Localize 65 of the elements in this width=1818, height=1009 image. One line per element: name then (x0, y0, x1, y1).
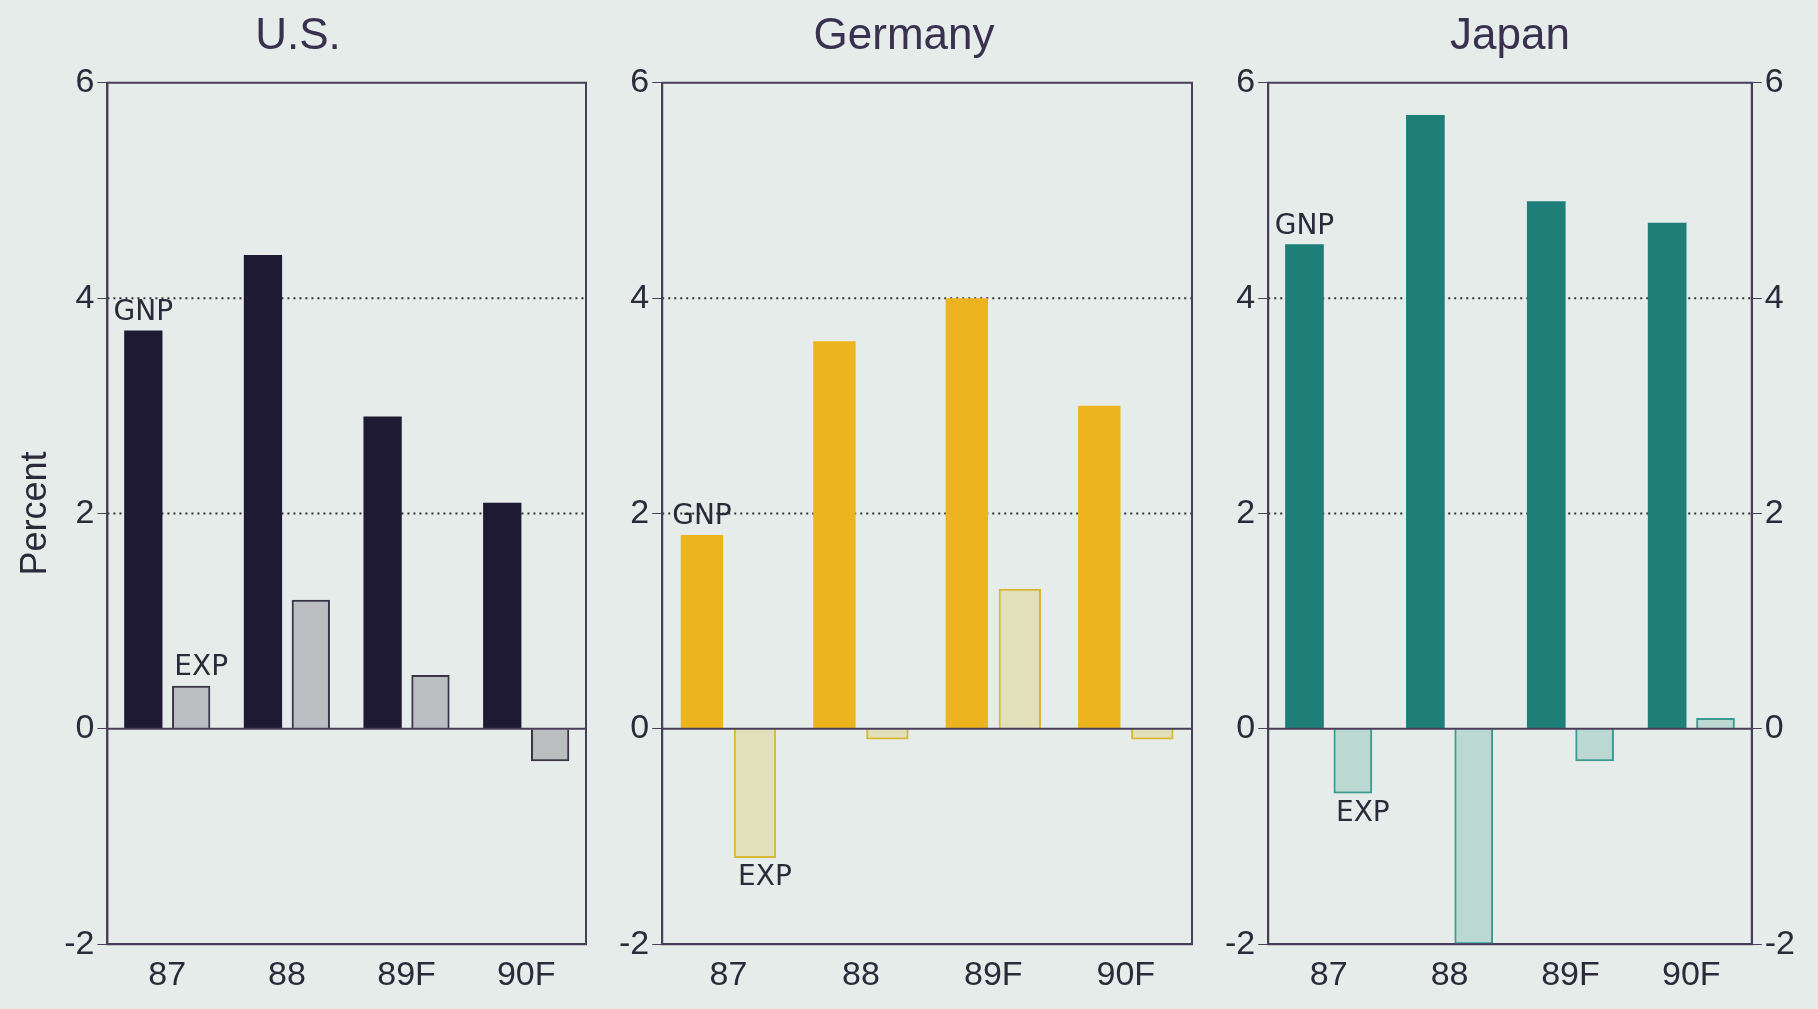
x-tick-label: 88 (1430, 953, 1469, 992)
x-tick-label: 89F (377, 953, 436, 992)
x-tick-label: 87 (1309, 953, 1348, 992)
bar (1575, 729, 1614, 762)
chart-title: U.S. (255, 8, 341, 58)
bar (530, 729, 570, 762)
series-label: GNP (672, 498, 732, 532)
y-tick-label: 0 (630, 707, 650, 746)
y-tick-label: 0 (75, 707, 95, 746)
y-tick-label: 4 (75, 276, 95, 315)
y2-tick-label: 6 (1764, 61, 1784, 100)
bar (363, 416, 402, 729)
series-label: GNP (1274, 207, 1335, 241)
y-tick-label: -2 (619, 922, 650, 961)
y-tick-label: 2 (1236, 491, 1256, 530)
bar (1454, 729, 1494, 945)
bar (1078, 405, 1121, 729)
y-tick-label: 2 (75, 491, 95, 530)
y2-tick-label: -2 (1764, 922, 1795, 961)
bar (680, 535, 724, 729)
bar (998, 588, 1042, 729)
series-label: EXP (738, 859, 792, 893)
x-tick-label: 90F (496, 953, 556, 992)
x-tick-label: 89F (964, 953, 1023, 992)
y-tick-label: 0 (1236, 707, 1256, 746)
bar (945, 298, 989, 729)
x-tick-label: 89F (1541, 953, 1600, 992)
bar (1647, 222, 1687, 729)
bar (172, 685, 211, 729)
series-label: GNP (113, 293, 174, 327)
bar (1131, 729, 1174, 740)
x-tick-label: 87 (148, 953, 187, 992)
bar (411, 675, 450, 729)
chart-title: Germany (813, 8, 995, 58)
y-tick-label: 2 (630, 491, 650, 530)
bar (1526, 201, 1566, 729)
bar (1406, 115, 1445, 729)
chart-title: Japan (1450, 8, 1570, 58)
bar (1696, 718, 1735, 729)
bar (483, 502, 522, 729)
bar (124, 330, 163, 729)
y-tick-label: 4 (630, 276, 650, 315)
y-tick-label: 6 (75, 61, 95, 100)
y2-tick-label: 4 (1764, 276, 1784, 315)
bar (243, 255, 283, 729)
y2-tick-label: 0 (1764, 707, 1784, 746)
y-tick-label: -2 (1225, 922, 1256, 961)
y-tick-label: 6 (1236, 61, 1256, 100)
y-tick-label: 6 (630, 61, 650, 100)
legend-label: EXP (1335, 794, 1390, 828)
x-tick-label: 88 (267, 953, 306, 992)
y2-tick-label: 2 (1764, 491, 1784, 530)
x-tick-label: 88 (841, 953, 880, 992)
bar (813, 341, 856, 729)
bar (866, 729, 909, 740)
y-axis-title: Percent (12, 451, 54, 576)
x-tick-label: 87 (709, 953, 748, 992)
y-tick-label: 4 (1236, 276, 1256, 315)
x-tick-label: 90F (1096, 953, 1156, 992)
y-tick-label: -2 (64, 922, 95, 961)
bar (291, 599, 330, 729)
series-label: EXP (174, 649, 229, 683)
bar (1285, 244, 1324, 729)
bar (733, 729, 777, 859)
x-tick-label: 90F (1662, 953, 1721, 992)
